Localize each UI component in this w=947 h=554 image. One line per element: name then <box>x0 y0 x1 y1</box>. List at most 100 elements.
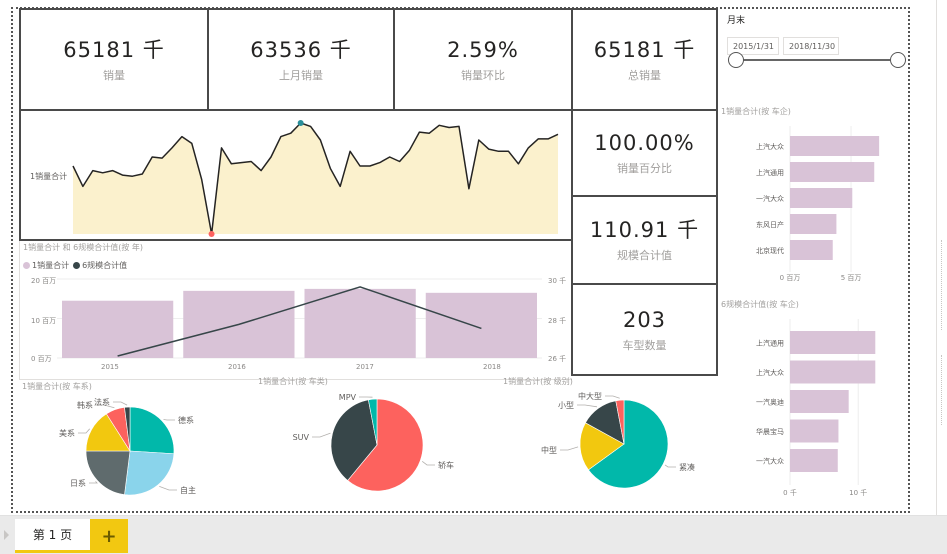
y-axis-label: 北京现代 <box>756 246 784 255</box>
hbar[interactable] <box>790 214 837 234</box>
pie-leader-line <box>163 419 175 421</box>
kpi-value: 65181 千 <box>593 37 696 62</box>
pie-slice[interactable] <box>85 413 131 452</box>
pie-label: 小型 <box>558 401 574 410</box>
pie-slice[interactable] <box>615 399 625 445</box>
hbar[interactable] <box>790 360 876 384</box>
kpi-card-mom[interactable]: 2.59% 销量环比 <box>393 8 573 111</box>
area-chart-visual[interactable]: 1销量合计 <box>19 109 573 241</box>
right-axis-tick: 26 千 <box>548 355 567 363</box>
pie-chart-level-visual[interactable]: 1销量合计(按 级别) 紧凑 中型 小型 中大型 <box>500 375 720 498</box>
kpi-label: 规模合计值 <box>617 249 672 262</box>
slider-end-handle[interactable] <box>890 52 906 68</box>
page-tab-bar: 第 1 页 + <box>0 515 947 554</box>
pie-leader-line <box>113 401 128 406</box>
slicer-end-input[interactable]: 2018/11/30 <box>783 37 839 55</box>
max-point-marker[interactable] <box>297 120 304 126</box>
kpi-value: 2.59% <box>447 37 519 62</box>
pie-label: MPV <box>339 393 357 402</box>
combo-chart-visual[interactable]: 1销量合计 和 6规模合计值(按 年) 1销量合计 6规模合计值 20 百万 1… <box>19 241 572 380</box>
kpi-card-total-sales[interactable]: 65181 千 总销量 <box>571 8 718 111</box>
date-slicer[interactable]: 月末 2015/1/31 2018/11/30 <box>722 9 907 77</box>
pie-label: 日系 <box>70 478 86 488</box>
add-page-button[interactable]: + <box>90 519 128 553</box>
hbar[interactable] <box>790 188 853 208</box>
y-axis-label: 上汽通用 <box>756 168 784 177</box>
slicer-title: 月末 <box>727 16 746 26</box>
page-tab-1[interactable]: 第 1 页 <box>15 519 90 553</box>
x-axis-tick: 2015 <box>101 363 119 371</box>
right-axis-tick: 30 千 <box>548 277 567 285</box>
pie-slice[interactable] <box>368 398 378 446</box>
bar-chart-scale-by-maker[interactable]: 6规模合计值(按 车企) 0 千 10 千 上汽通用 上汽大众 一汽奥迪 华晨宝马 一汽大众 <box>720 297 906 502</box>
pie-level-title: 1销量合计(按 级别) <box>503 377 573 386</box>
pie-leader-line <box>159 486 177 491</box>
min-point-marker[interactable] <box>208 231 215 237</box>
kpi-card-sales[interactable]: 65181 千 销量 <box>19 8 209 111</box>
bar-chart-sales-by-maker[interactable]: 1销量合计(按 车企) 0 百万 5 百万 上汽大众 上汽通用 一汽大众 东风日产 北京现代 <box>720 104 906 290</box>
y-axis-label: 上汽通用 <box>756 339 784 348</box>
hbar[interactable] <box>790 449 838 472</box>
pie-label: 紧凑 <box>679 462 695 472</box>
kpi-card-model-count[interactable]: 203 车型数量 <box>571 283 718 376</box>
slider-track[interactable] <box>736 59 890 61</box>
pie-slice[interactable] <box>330 399 378 481</box>
pie-chart-series-visual[interactable]: 1销量合计(按 车系) 德系 自主 日系 美系 韩系 法系 <box>19 380 254 498</box>
pie-slice[interactable] <box>85 450 131 495</box>
y-axis-label: 东风日产 <box>756 220 784 229</box>
y-axis-label: 上汽大众 <box>756 368 784 377</box>
kpi-value: 100.00% <box>594 131 695 155</box>
kpi-label: 上月销量 <box>279 68 323 82</box>
pane-handle <box>941 240 942 330</box>
kpi-label: 总销量 <box>628 68 661 82</box>
pane-divider <box>936 0 937 554</box>
pie-label: 中型 <box>541 445 557 455</box>
kpi-value: 203 <box>622 307 667 332</box>
area-fill <box>73 123 558 234</box>
hbar[interactable] <box>790 419 839 443</box>
pie-slice[interactable] <box>124 450 175 496</box>
kpi-value: 110.91 千 <box>589 218 700 242</box>
x-axis-tick: 2018 <box>483 363 501 371</box>
kpi-card-sales-pct[interactable]: 100.00% 销量百分比 <box>571 109 718 197</box>
pie-slice[interactable] <box>579 422 625 471</box>
hbar[interactable] <box>790 390 849 413</box>
pie-label: 自主 <box>180 485 196 495</box>
pie-class-title: 1销量合计(按 车类) <box>258 377 328 386</box>
pie-slice[interactable] <box>129 406 175 455</box>
kpi-card-scale-total[interactable]: 110.91 千 规模合计值 <box>571 195 718 285</box>
combo-bar[interactable] <box>62 300 174 358</box>
combo-bar[interactable] <box>425 292 537 358</box>
hbar[interactable] <box>790 162 875 182</box>
hbar[interactable] <box>790 136 880 156</box>
pie-chart-class-visual[interactable]: 1销量合计(按 车类) 轿车 SUV MPV <box>255 375 495 498</box>
y-axis-label: 一汽大众 <box>756 457 784 466</box>
pie-slice[interactable] <box>587 399 669 489</box>
combo-chart-title: 1销量合计 和 6规模合计值(按 年) <box>23 243 144 252</box>
pie-leader-line <box>605 395 620 399</box>
x-axis-tick: 0 千 <box>783 488 797 497</box>
x-axis-tick: 2016 <box>228 363 246 371</box>
y-axis-label: 华晨宝马 <box>756 427 784 436</box>
hbar[interactable] <box>790 331 876 354</box>
kpi-card-last-month-sales[interactable]: 63536 千 上月销量 <box>207 8 395 111</box>
y-axis-label: 上汽大众 <box>756 142 784 151</box>
slicer-start-input[interactable]: 2015/1/31 <box>727 37 779 55</box>
slider-start-handle[interactable] <box>728 52 744 68</box>
legend-swatch-scale <box>73 262 81 269</box>
pie-leader-line <box>312 432 331 438</box>
combo-line[interactable] <box>117 286 482 357</box>
pie-slice[interactable] <box>124 406 131 452</box>
left-axis-tick: 20 百万 <box>31 277 57 285</box>
combo-bar[interactable] <box>304 288 416 358</box>
hbar[interactable] <box>790 240 833 260</box>
pie-label: 韩系 <box>77 400 93 410</box>
x-axis-tick: 5 百万 <box>841 274 862 282</box>
kpi-value: 65181 千 <box>63 37 165 62</box>
pie-slice[interactable] <box>347 398 424 492</box>
pie-leader-line <box>78 428 91 434</box>
tab-scroll-left-icon[interactable] <box>4 530 9 540</box>
